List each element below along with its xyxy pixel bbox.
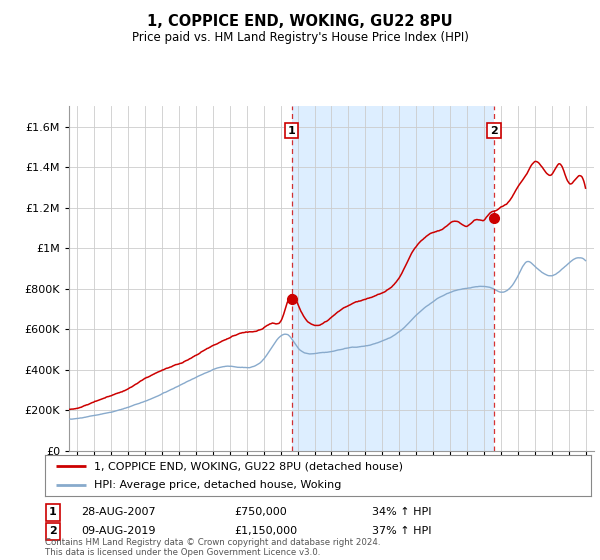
Text: HPI: Average price, detached house, Woking: HPI: Average price, detached house, Woki… xyxy=(94,480,341,489)
Text: 1: 1 xyxy=(49,507,56,517)
Text: 34% ↑ HPI: 34% ↑ HPI xyxy=(372,507,431,517)
Text: 1: 1 xyxy=(288,125,296,136)
Text: 1, COPPICE END, WOKING, GU22 8PU (detached house): 1, COPPICE END, WOKING, GU22 8PU (detach… xyxy=(94,461,403,471)
Text: Contains HM Land Registry data © Crown copyright and database right 2024.
This d: Contains HM Land Registry data © Crown c… xyxy=(45,538,380,557)
Text: Price paid vs. HM Land Registry's House Price Index (HPI): Price paid vs. HM Land Registry's House … xyxy=(131,31,469,44)
Bar xyxy=(292,106,494,451)
Text: 37% ↑ HPI: 37% ↑ HPI xyxy=(372,526,431,536)
Text: £1,150,000: £1,150,000 xyxy=(234,526,297,536)
Text: 28-AUG-2007: 28-AUG-2007 xyxy=(81,507,155,517)
Text: 09-AUG-2019: 09-AUG-2019 xyxy=(81,526,155,536)
Text: £750,000: £750,000 xyxy=(234,507,287,517)
Text: 2: 2 xyxy=(490,125,498,136)
Text: 1, COPPICE END, WOKING, GU22 8PU: 1, COPPICE END, WOKING, GU22 8PU xyxy=(147,14,453,29)
Text: 2: 2 xyxy=(49,526,56,536)
